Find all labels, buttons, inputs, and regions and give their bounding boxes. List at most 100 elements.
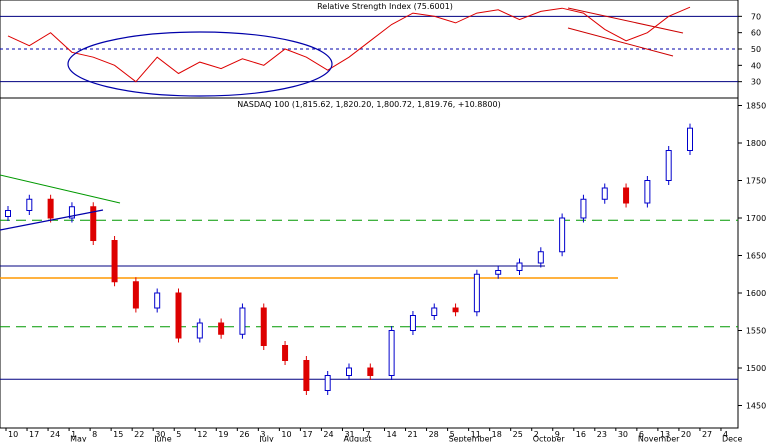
candle-body xyxy=(260,307,267,346)
price-green-trendline xyxy=(0,174,121,204)
x-day-label: 24 xyxy=(323,430,333,439)
rsi-channel-lower xyxy=(567,27,674,57)
candle-body xyxy=(559,217,566,253)
candle-body xyxy=(132,281,139,309)
candle-body xyxy=(601,187,608,200)
candle-body xyxy=(644,180,651,204)
reference-lines xyxy=(0,15,738,380)
x-day-label: 20 xyxy=(681,430,691,439)
x-day-label: 13 xyxy=(660,430,670,439)
candle-body xyxy=(5,210,11,217)
candle-body xyxy=(687,127,693,151)
x-month-label: September xyxy=(449,435,494,442)
x-day-label: 10 xyxy=(8,430,18,439)
x-day-label: 2 xyxy=(534,430,539,439)
candle-body xyxy=(90,206,97,241)
x-day-label: 17 xyxy=(302,430,312,439)
x-day-label: 24 xyxy=(50,430,60,439)
x-day-label: 19 xyxy=(218,430,228,439)
x-day-label: 31 xyxy=(344,430,354,439)
x-day-label: 18 xyxy=(492,430,502,439)
x-day-label: 12 xyxy=(197,430,207,439)
x-day-label: 16 xyxy=(576,430,586,439)
price-tick-label: 1600 xyxy=(746,289,766,298)
x-day-label: 8 xyxy=(92,430,97,439)
candle-body xyxy=(239,307,246,335)
x-day-label: 10 xyxy=(281,430,291,439)
x-day-label: 5 xyxy=(176,430,181,439)
x-day-label: 7 xyxy=(365,430,370,439)
x-day-label: 4 xyxy=(723,430,728,439)
x-day-label: 9 xyxy=(555,430,560,439)
rsi-tick-label: 70 xyxy=(751,12,761,21)
x-day-label: 26 xyxy=(239,430,249,439)
candle-body xyxy=(580,198,587,219)
x-day-label: 30 xyxy=(618,430,628,439)
x-day-label: 28 xyxy=(429,430,439,439)
candle-body xyxy=(537,251,544,264)
candle-body xyxy=(367,367,374,376)
price-tick-label: 1550 xyxy=(746,327,766,336)
candle-body xyxy=(431,307,438,316)
price-tick-label: 1500 xyxy=(746,364,766,373)
candle-body xyxy=(388,330,395,376)
x-day-label: 5 xyxy=(450,430,455,439)
price-tick-label: 1650 xyxy=(746,252,766,261)
candle-body xyxy=(409,315,416,331)
x-day-label: 1 xyxy=(71,430,76,439)
x-month-label: October xyxy=(533,435,566,442)
x-day-label: 25 xyxy=(513,430,523,439)
x-day-label: 23 xyxy=(597,430,607,439)
candle-body xyxy=(665,150,672,181)
price-panel-frame xyxy=(0,97,739,429)
x-month-label: August xyxy=(343,435,371,442)
x-day-label: 30 xyxy=(155,430,165,439)
x-month-label: July xyxy=(258,435,274,442)
x-day-label: 3 xyxy=(260,430,265,439)
candle-body xyxy=(303,360,310,391)
candles xyxy=(5,123,693,395)
candle-body xyxy=(111,240,118,283)
candle-body xyxy=(495,270,502,275)
price-tick-label: 1750 xyxy=(746,177,766,186)
price-tick-label: 1450 xyxy=(746,402,766,411)
price-tick-label: 1850 xyxy=(746,102,766,111)
rsi-tick-label: 30 xyxy=(751,78,761,87)
x-month-label: Dece xyxy=(722,435,742,442)
x-day-label: 22 xyxy=(134,430,144,439)
rsi-series xyxy=(7,6,691,83)
x-day-label: 27 xyxy=(702,430,712,439)
candle-body xyxy=(154,292,161,309)
x-month-label: June xyxy=(153,435,172,442)
candle-body xyxy=(68,206,75,219)
x-day-label: 6 xyxy=(639,430,644,439)
x-day-label: 21 xyxy=(408,430,418,439)
rsi-tick-label: 50 xyxy=(751,45,761,54)
rsi-title: Relative Strength Index (75.6001) xyxy=(317,2,453,11)
price-tick-label: 1700 xyxy=(746,214,766,223)
rsi-tick-label: 40 xyxy=(751,61,761,70)
candle-body xyxy=(623,187,630,204)
candle-body xyxy=(196,322,203,339)
candle-body xyxy=(473,273,480,313)
candle-body xyxy=(218,322,225,335)
price-blue-trendline xyxy=(0,209,104,231)
price-axis: 1850 1800 1750 1700 1650 1600 1550 1500 1450 xyxy=(738,102,766,411)
rsi-ellipse-annotation xyxy=(67,31,333,97)
rsi-tick-label: 60 xyxy=(751,29,761,38)
rsi-line-path xyxy=(7,6,691,83)
candle-body xyxy=(516,262,523,271)
rsi-axis: 70 60 50 40 30 xyxy=(738,12,761,87)
x-day-label: 17 xyxy=(29,430,39,439)
candle-body xyxy=(26,198,33,211)
x-day-label: 11 xyxy=(471,430,481,439)
candle-body xyxy=(282,345,289,361)
price-title: NASDAQ 100 (1,815.62, 1,820.20, 1,800.72… xyxy=(237,100,500,109)
x-month-label: May xyxy=(70,435,87,442)
candle-body xyxy=(324,375,331,391)
candle-body xyxy=(346,367,352,376)
x-day-label: 14 xyxy=(387,430,397,439)
x-day-label: 15 xyxy=(113,430,123,439)
